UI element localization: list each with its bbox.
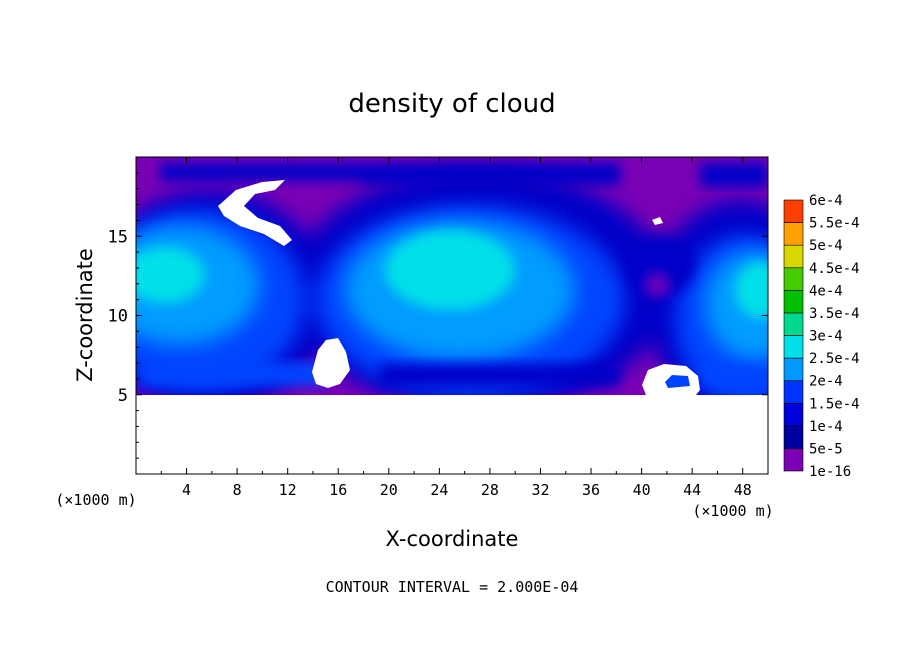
colorbar-label: 6e-4	[809, 193, 843, 209]
x-tick-label: 44	[683, 481, 701, 499]
x-units-label: (×1000 m)	[55, 491, 136, 509]
upper-band	[160, 163, 768, 187]
colorbar-swatch	[783, 267, 804, 291]
colorbar-swatch	[783, 244, 804, 269]
colorbar-swatch	[783, 199, 804, 223]
colorbar-label: 5.5e-4	[809, 216, 860, 232]
void-patches	[218, 180, 700, 395]
lower-sheet	[140, 362, 765, 388]
y-tick-label: 15	[108, 227, 128, 247]
colorbar-label: 2e-4	[809, 374, 843, 390]
colorbar-swatch	[783, 222, 804, 246]
x-tick-label: 12	[279, 481, 297, 499]
swirl-feature	[625, 235, 695, 297]
x-tick-label: 20	[380, 481, 398, 499]
y-axis-label: Z-coordinate	[73, 248, 97, 382]
chart-title: density of cloud	[348, 89, 555, 119]
colorbar-label: 1e-16	[809, 464, 851, 480]
colorbar-label: 4e-4	[809, 283, 843, 299]
colorbar-swatch	[783, 402, 804, 427]
colorbar-label: 1.5e-4	[809, 396, 860, 412]
contour-field	[136, 157, 768, 395]
colorbar-swatch	[783, 380, 804, 404]
x-tick-label: 32	[531, 481, 549, 499]
x-tick-label: 28	[481, 481, 499, 499]
colorbar-label: 2.5e-4	[809, 351, 860, 367]
x-tick-label: 8	[233, 481, 242, 499]
colorbar-label: 5e-4	[809, 238, 843, 254]
no-data-band	[136, 395, 768, 474]
x-tick-label: 16	[329, 481, 347, 499]
x-axis: 4 8 12 16 20 24 28 32 36 40 44 48	[160, 157, 752, 499]
colorbar: 1e-16 5e-5 1e-4 1.5e-4 2e-4 2.5e-4 3e-4 3.5e-4 4…	[783, 193, 860, 480]
x-tick-label: 4	[182, 481, 191, 499]
colorbar-swatch	[783, 312, 804, 336]
colorbar-label: 5e-5	[809, 441, 843, 457]
colorbar-label: 3.5e-4	[809, 306, 860, 322]
y-tick-label: 5	[118, 386, 128, 406]
x-units-label-right: (×1000 m)	[692, 502, 773, 520]
x-tick-label: 48	[734, 481, 752, 499]
colorbar-label: 1e-4	[809, 419, 843, 435]
colorbar-swatch	[783, 425, 804, 449]
colorbar-label: 4.5e-4	[809, 261, 860, 277]
x-tick-label: 40	[633, 481, 651, 499]
colorbar-label: 3e-4	[809, 329, 843, 345]
contour-interval-note: CONTOUR INTERVAL = 2.000E-04	[326, 578, 579, 596]
colorbar-swatch	[783, 448, 804, 472]
colorbar-swatch	[783, 335, 804, 359]
colorbar-swatch	[783, 290, 804, 314]
x-axis-label: X-coordinate	[386, 527, 519, 551]
colorbar-swatch	[783, 357, 804, 381]
x-tick-label: 36	[582, 481, 600, 499]
y-axis: 5 10 15	[108, 172, 768, 459]
peak-core-layer	[136, 230, 768, 318]
x-tick-label: 24	[430, 481, 448, 499]
y-tick-label: 10	[108, 307, 128, 327]
